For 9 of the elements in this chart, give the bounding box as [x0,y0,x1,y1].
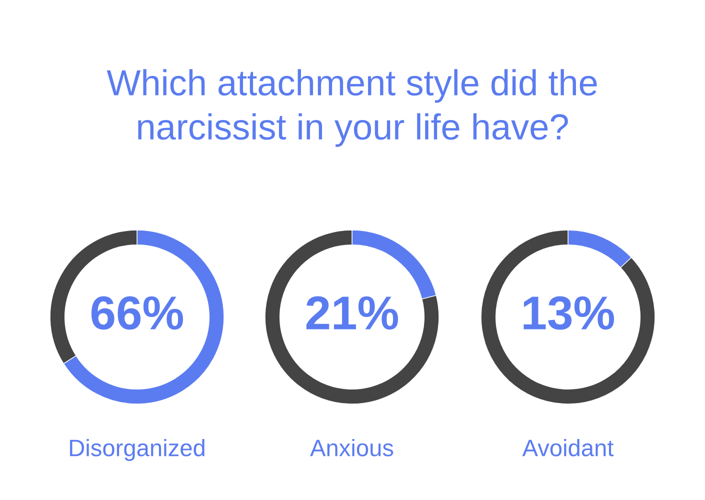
data-label: 21% [306,296,398,330]
text: Disorganized [70,438,204,462]
text: Avoidant [522,438,614,456]
donut-slice [264,230,440,404]
data-label: 13% [524,296,614,330]
data-label: 66% [91,296,184,330]
text: Which attachment style did the narcissist in your life have? [106,69,597,147]
text: Anxious [310,438,394,456]
donut-slice [480,230,656,404]
